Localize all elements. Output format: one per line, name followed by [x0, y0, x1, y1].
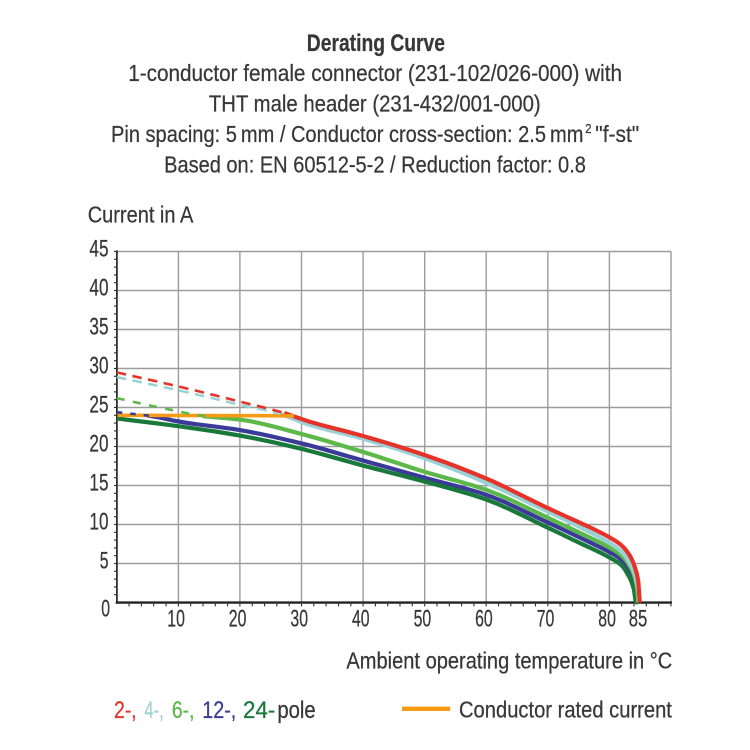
svg-text:2-,: 2-, — [114, 697, 137, 724]
svg-text:40: 40 — [352, 605, 370, 632]
svg-text:"f-st": "f-st" — [595, 121, 639, 147]
svg-text:50: 50 — [414, 606, 432, 633]
svg-text:40: 40 — [89, 275, 108, 302]
svg-text:70: 70 — [537, 606, 555, 633]
svg-text:Based on: EN 60512-5-2 / Reduc: Based on: EN 60512-5-2 / Reduction facto… — [164, 151, 586, 177]
svg-text:Pin spacing: 5 mm / Conductor: Pin spacing: 5 mm / Conductor cross-sect… — [111, 121, 583, 147]
svg-text:Ambient operating temperature: Ambient operating temperature in °C — [346, 648, 672, 674]
svg-text:15: 15 — [89, 470, 108, 497]
svg-text:Derating Curve: Derating Curve — [307, 30, 445, 57]
svg-text:10: 10 — [167, 605, 185, 632]
svg-text:25: 25 — [89, 392, 108, 419]
svg-text:5: 5 — [100, 548, 109, 575]
svg-text:30: 30 — [290, 605, 308, 632]
svg-text:85: 85 — [629, 606, 648, 633]
svg-text:6-,: 6-, — [172, 697, 195, 724]
svg-text:2: 2 — [585, 121, 591, 136]
svg-text:20: 20 — [89, 431, 108, 458]
svg-text:12-,: 12-, — [202, 697, 236, 724]
svg-text:24-: 24- — [243, 697, 275, 724]
svg-text:10: 10 — [89, 509, 108, 536]
svg-text:35: 35 — [89, 314, 108, 341]
svg-text:80: 80 — [598, 606, 616, 633]
svg-text:30: 30 — [89, 353, 108, 380]
svg-text:Current in A: Current in A — [88, 201, 194, 227]
svg-text:20: 20 — [229, 605, 247, 632]
svg-text:Conductor rated current: Conductor rated current — [459, 697, 672, 723]
svg-text:1-conductor female connector (: 1-conductor female connector (231-102/02… — [128, 60, 622, 86]
svg-text:45: 45 — [89, 236, 108, 263]
svg-text:60: 60 — [475, 606, 493, 633]
svg-text:0: 0 — [101, 596, 110, 623]
svg-text:THT male header (231-432/001-0: THT male header (231-432/001-000) — [209, 91, 541, 117]
svg-text:4-,: 4-, — [144, 697, 163, 724]
svg-text:pole: pole — [277, 697, 315, 724]
